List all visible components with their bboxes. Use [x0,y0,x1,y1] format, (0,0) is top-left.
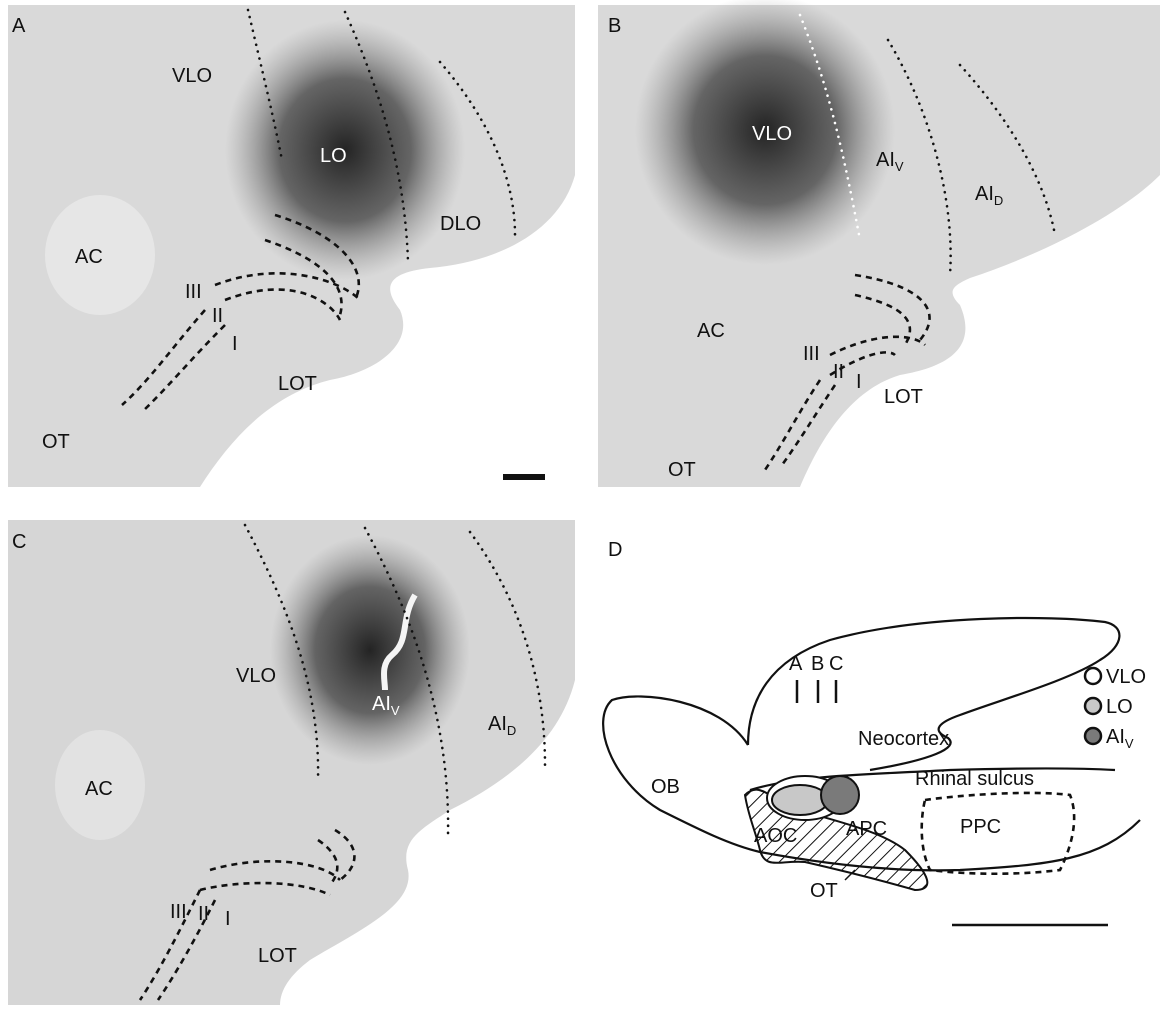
label: AC [85,778,113,800]
legend-text: VLO [1106,666,1146,688]
panel-a: A VLO LO DLO AC III II I LOT OT [8,5,575,487]
label: VLO [236,665,276,687]
section-label: A [789,653,803,675]
panel-letter: D [608,539,622,561]
label: I [225,908,231,930]
region-label: OB [651,776,680,798]
label: I [232,333,238,355]
region-label: AOC [754,825,797,847]
region-label: PPC [960,816,1001,838]
label: LO [320,145,347,167]
legend-label: VLO [1106,666,1146,688]
panel-b: B VLO AIV AID AC III II I LOT OT [598,0,1160,487]
aiv-spot [821,776,859,814]
legend: VLO LO AIV [1085,666,1146,751]
region-label: Neocortex [858,728,949,750]
legend-swatch [1085,728,1101,744]
section-label: B [811,653,824,675]
panel-letter: C [12,531,26,553]
label: VLO [172,65,212,87]
region-label: OT [810,880,838,902]
panel-letter: A [12,15,26,37]
legend-text: LO [1106,696,1133,718]
panel-letter: B [608,15,621,37]
label: LOT [258,945,297,967]
legend-swatch [1085,668,1101,684]
label: DLO [440,213,481,235]
section-label: C [829,653,843,675]
legend-label: LO [1106,696,1133,718]
label: LOT [278,373,317,395]
lo-spot [772,785,828,815]
label: AC [697,320,725,342]
label: II [833,361,844,383]
label: I [856,371,862,393]
region-label: APC [846,818,887,840]
legend-label: AIV [1106,726,1134,751]
label: III [170,901,187,923]
legend-swatch [1085,698,1101,714]
label: II [198,903,209,925]
figure: A VLO LO DLO AC III II I LOT OT B VLO AI… [0,0,1168,1009]
region-label: Rhinal sulcus [915,768,1034,790]
label: OT [42,431,70,453]
label: LOT [884,386,923,408]
stain [270,535,470,765]
legend-text: AI [1106,726,1125,748]
label: II [212,305,223,327]
scale-bar [503,474,545,480]
label: III [803,343,820,365]
legend-sub: V [1125,736,1134,751]
label: OT [668,459,696,481]
label: III [185,281,202,303]
panel-c: C VLO AIV AID AC III II I LOT [8,520,575,1005]
panel-d: D A B C Neocortex OB Rhinal sulcus AOC A… [603,539,1146,925]
label: VLO [752,123,792,145]
label: AC [75,246,103,268]
